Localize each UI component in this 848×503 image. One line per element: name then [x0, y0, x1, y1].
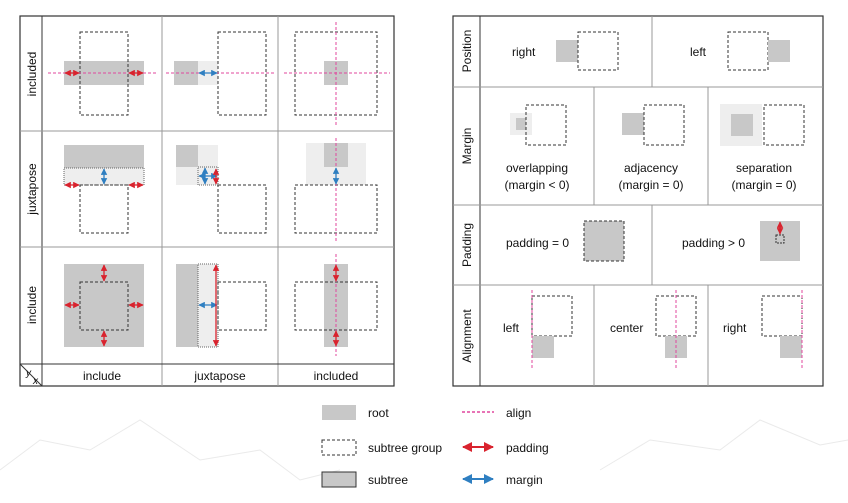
section-label-alignment: Alignment [460, 309, 474, 363]
cell-juxtapose-included [294, 138, 378, 243]
cell-include-juxtapose [176, 263, 267, 348]
section-label-position: Position [460, 30, 474, 73]
alignment-left: left [503, 290, 573, 368]
cell-include-included [294, 254, 378, 356]
right-table: Position Margin Padding Alignment right … [452, 15, 824, 387]
legend-subtree-group-label: subtree group [368, 441, 442, 455]
margin-adjacency-name: adjacency [624, 161, 678, 175]
col-label-include: include [83, 369, 121, 383]
section-label-padding: Padding [460, 223, 474, 267]
cell-juxtapose-include [63, 145, 145, 234]
margin-overlapping-name: overlapping [506, 161, 568, 175]
legend-margin: margin [462, 473, 543, 487]
col-label-included: included [314, 369, 359, 383]
padding-positive-label: padding > 0 [682, 236, 745, 250]
margin-separation: separation (margin = 0) [720, 104, 805, 192]
left-grid: included juxtapose include include juxta… [19, 15, 395, 387]
legend-align-label: align [506, 406, 531, 420]
legend-subtree-group: subtree group [321, 439, 442, 456]
cell-included-include [48, 31, 158, 116]
legend-padding: padding [462, 441, 549, 455]
position-left-label: left [690, 45, 707, 59]
cell-included-juxtapose [166, 31, 274, 116]
margin-separation-cond: (margin = 0) [731, 178, 796, 192]
cell-juxtapose-juxtapose [176, 145, 267, 234]
alignment-right-label: right [723, 321, 747, 335]
legend-padding-label: padding [506, 441, 549, 455]
legend-margin-label: margin [506, 473, 543, 487]
legend-subtree: subtree [321, 471, 408, 488]
alignment-center-label: center [610, 321, 643, 335]
alignment-right: right [723, 290, 803, 368]
row-label-include: include [25, 286, 39, 324]
corner-x-label: x [32, 376, 39, 387]
position-left: left [690, 31, 790, 71]
corner-y-label: y [25, 368, 32, 379]
row-label-included: included [25, 52, 39, 97]
margin-separation-name: separation [736, 161, 792, 175]
legend-align: align [462, 406, 531, 420]
legend-root-label: root [368, 406, 389, 420]
margin-adjacency: adjacency (margin = 0) [618, 104, 685, 192]
legend-root: root [322, 405, 389, 420]
legend-subtree-label: subtree [368, 473, 408, 487]
margin-overlapping: overlapping (margin < 0) [504, 104, 570, 192]
cell-included-included [284, 22, 390, 126]
legend: root subtree group subtree align padding… [321, 405, 549, 488]
cell-include-include [64, 264, 144, 347]
section-label-margin: Margin [460, 128, 474, 165]
row-label-juxtapose: juxtapose [25, 163, 39, 216]
alignment-center: center [610, 290, 697, 368]
background-scenery [0, 419, 848, 481]
padding-zero-label: padding = 0 [506, 236, 569, 250]
margin-adjacency-cond: (margin = 0) [618, 178, 683, 192]
padding-positive: padding > 0 [682, 221, 800, 261]
col-label-juxtapose: juxtapose [193, 369, 246, 383]
position-right: right [512, 31, 619, 71]
alignment-left-label: left [503, 321, 520, 335]
position-right-label: right [512, 45, 536, 59]
margin-overlapping-cond: (margin < 0) [504, 178, 569, 192]
padding-zero: padding = 0 [506, 220, 625, 262]
